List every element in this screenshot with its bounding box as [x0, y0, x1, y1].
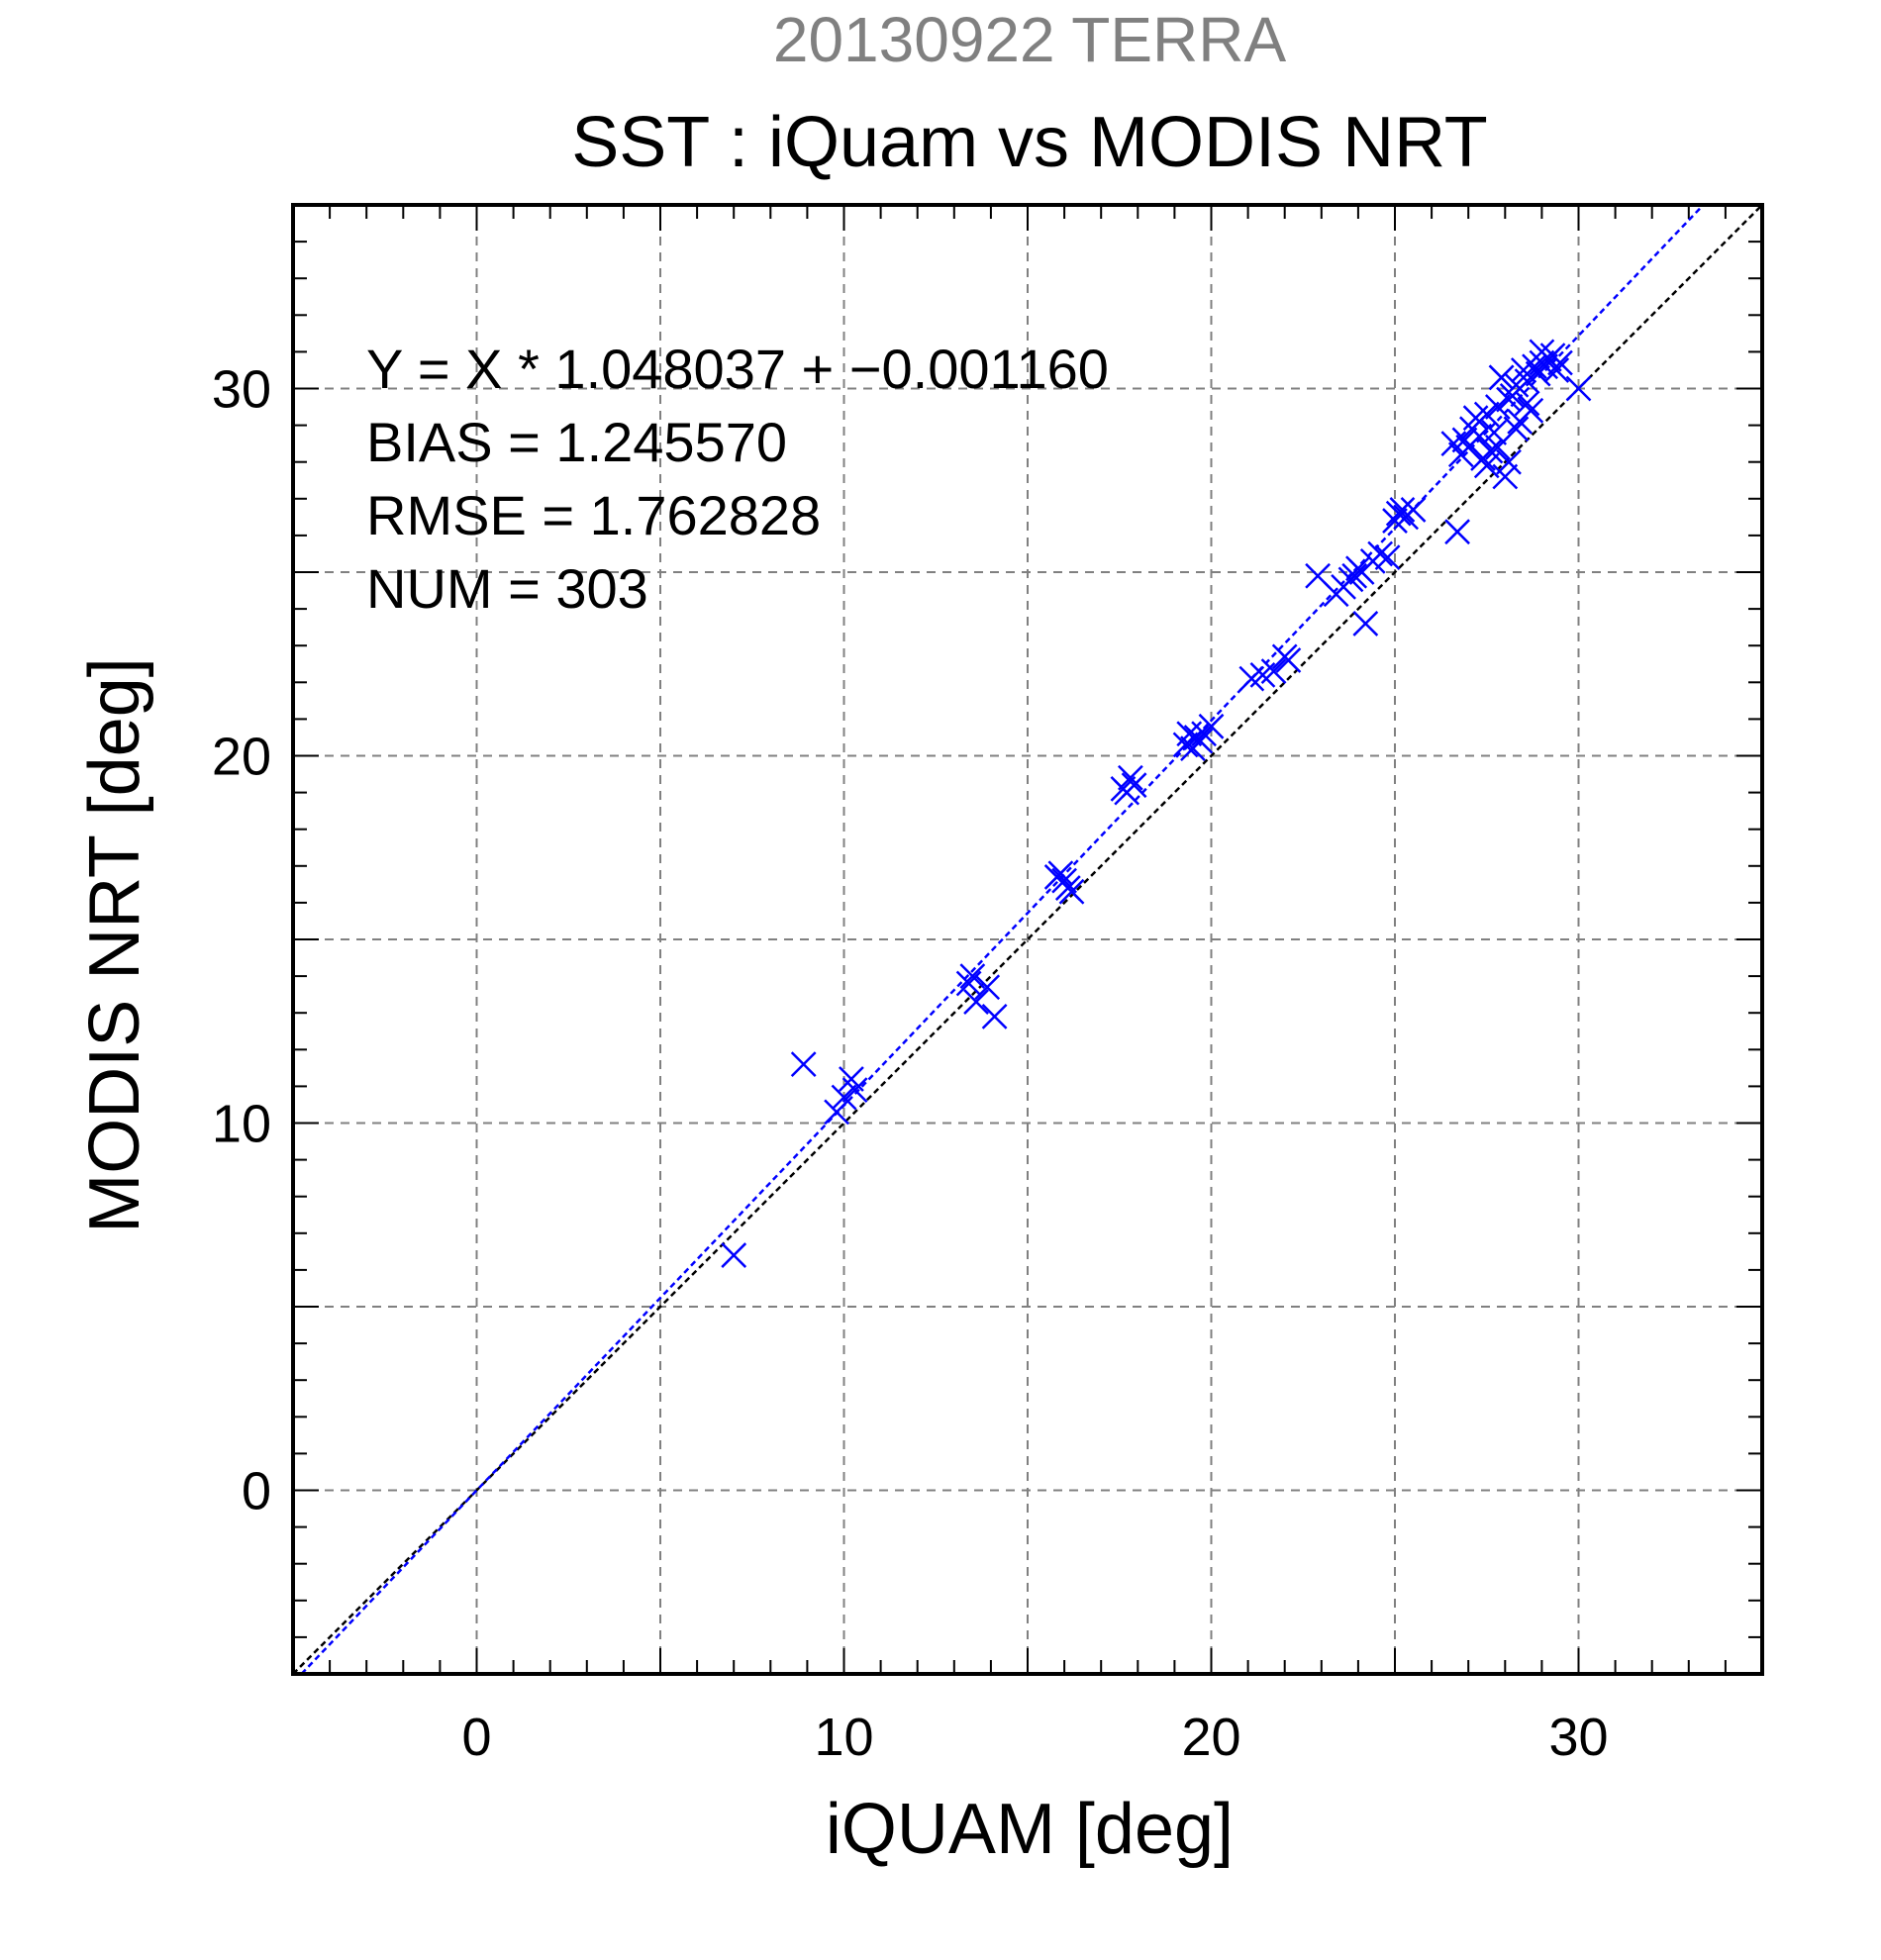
rmse-value: RMSE = 1.762828	[366, 484, 821, 546]
chart-supertitle: 20130922 TERRA	[773, 4, 1287, 75]
x-axis-label: iQUAM [deg]	[826, 1790, 1234, 1869]
num-value: NUM = 303	[366, 557, 648, 620]
y-tick-label: 20	[212, 728, 271, 787]
y-tick-label: 0	[242, 1462, 271, 1521]
bias-value: BIAS = 1.245570	[366, 411, 787, 473]
x-tick-label: 10	[814, 1708, 873, 1767]
scatter-chart: 20130922 TERRA SST : iQuam vs MODIS NRT …	[0, 0, 1881, 1960]
y-tick-label: 10	[212, 1095, 271, 1154]
y-tick-label: 30	[212, 360, 271, 420]
fit-equation: Y = X * 1.048037 + −0.001160	[366, 338, 1109, 400]
chart-background	[0, 0, 1881, 1960]
x-tick-label: 0	[461, 1708, 491, 1767]
x-tick-label: 30	[1548, 1708, 1608, 1767]
y-axis-label: MODIS NRT [deg]	[75, 657, 154, 1233]
chart-title: SST : iQuam vs MODIS NRT	[571, 103, 1488, 182]
x-tick-label: 20	[1181, 1708, 1240, 1767]
